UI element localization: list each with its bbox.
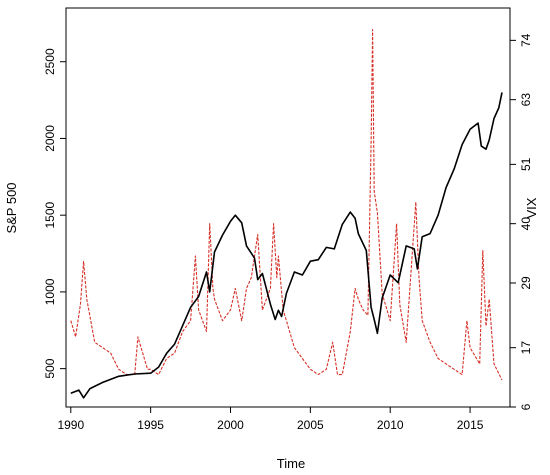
left-y-tick-label: 1500 [43,202,57,229]
sp500-line [70,92,503,399]
x-axis-title: Time [277,456,305,471]
sp500-series-group [70,92,503,399]
x-axis: 1990 1995 2000 2005 2010 2015 [57,407,484,432]
right-y-tick-label: 6 [519,403,533,410]
right-y-tick-label: 17 [519,341,533,355]
right-y-tick-label: 74 [519,33,533,47]
vix-line [70,29,503,381]
left-y-tick-label: 2000 [43,125,57,152]
left-y-tick-label: 500 [43,358,57,378]
plot-frame [65,7,511,408]
left-y-axis-title: S&P 500 [4,182,19,233]
x-tick-label: 1990 [57,418,84,432]
right-y-tick-label: 29 [519,276,533,290]
x-tick-label: 2000 [217,418,244,432]
x-tick-label: 2010 [377,418,404,432]
left-y-axis: 500 1000 1500 2000 2500 [43,48,66,379]
right-y-tick-label: 63 [519,93,533,107]
x-tick-label: 1995 [137,418,164,432]
left-y-tick-label: 1000 [43,278,57,305]
right-y-tick-label: 40 [519,217,533,231]
x-tick-label: 2015 [457,418,484,432]
right-y-axis: 6 17 29 40 51 63 74 [510,33,533,410]
right-y-axis-title: VIX [524,197,539,218]
vix-series-group [70,29,503,381]
left-y-tick-label: 2500 [43,48,57,75]
x-tick-label: 2005 [297,418,324,432]
right-y-tick-label: 51 [519,157,533,171]
